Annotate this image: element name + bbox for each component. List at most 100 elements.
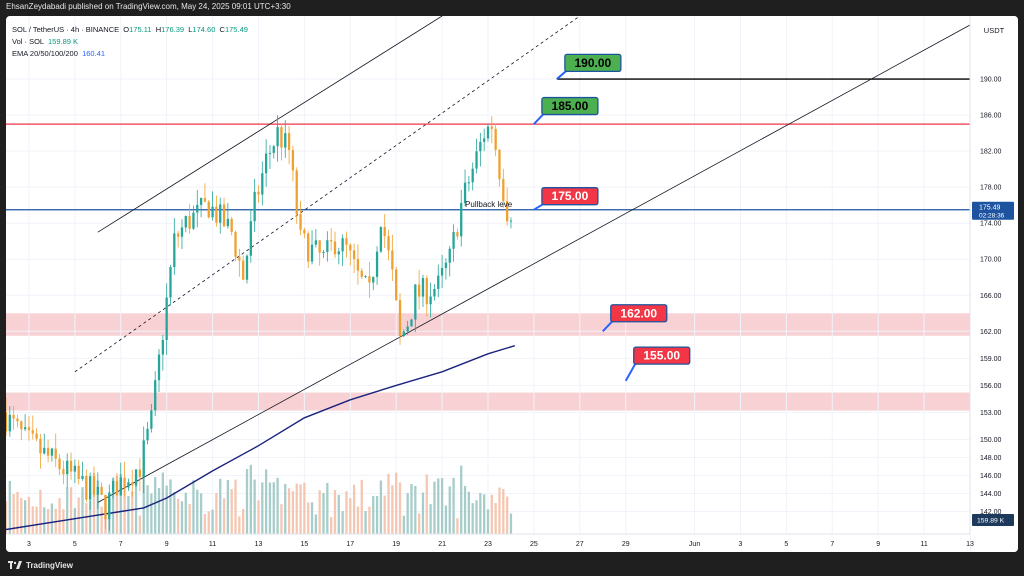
candle-body[interactable] (345, 238, 348, 245)
candle-body[interactable] (391, 250, 394, 270)
candle-body[interactable] (138, 469, 142, 478)
candle-body[interactable] (169, 267, 172, 298)
callout-box[interactable] (541, 96, 599, 116)
candle-body[interactable] (494, 128, 497, 150)
candle-body[interactable] (23, 427, 27, 430)
candle-body[interactable] (490, 126, 493, 129)
callout-box[interactable] (564, 53, 622, 72)
candle-body[interactable] (154, 380, 157, 411)
candle-body[interactable] (284, 133, 287, 148)
candle-body[interactable] (341, 238, 344, 252)
candle-body[interactable] (387, 236, 390, 251)
candle-body[interactable] (12, 414, 15, 419)
candle-body[interactable] (188, 215, 191, 229)
candle-body[interactable] (100, 486, 103, 495)
candle-body[interactable] (337, 251, 340, 255)
candle-body[interactable] (356, 258, 360, 271)
candle-body[interactable] (66, 460, 69, 475)
candle-body[interactable] (58, 458, 61, 470)
candle-body[interactable] (272, 146, 275, 153)
candle-body[interactable] (123, 477, 126, 488)
candle-body[interactable] (245, 255, 249, 280)
candle-body[interactable] (96, 486, 99, 495)
candle-body[interactable] (161, 339, 164, 355)
candle-body[interactable] (498, 149, 501, 180)
candle-body[interactable] (456, 232, 459, 237)
candle-body[interactable] (360, 270, 363, 277)
candle-body[interactable] (440, 268, 444, 276)
channel-line[interactable] (97, 24, 971, 503)
candle-body[interactable] (222, 204, 226, 227)
candle-body[interactable] (429, 296, 432, 305)
candle-body[interactable] (226, 218, 230, 227)
candle-body[interactable] (35, 433, 38, 439)
candle-body[interactable] (111, 480, 115, 493)
candle-body[interactable] (43, 447, 46, 454)
candle-body[interactable] (291, 150, 295, 171)
candle-body[interactable] (349, 244, 352, 251)
candle-body[interactable] (146, 428, 149, 441)
candle-body[interactable] (62, 469, 65, 475)
candle-body[interactable] (31, 430, 34, 434)
candle-body[interactable] (444, 262, 448, 269)
candle-body[interactable] (475, 151, 478, 169)
candle-body[interactable] (219, 204, 222, 223)
candle-body[interactable] (375, 251, 379, 277)
candle-body[interactable] (81, 475, 84, 479)
candle-body[interactable] (253, 191, 256, 222)
candle-body[interactable] (314, 240, 318, 245)
candle-body[interactable] (307, 233, 310, 262)
candle-body[interactable] (77, 465, 80, 479)
candle-body[interactable] (326, 240, 329, 252)
candle-body[interactable] (402, 331, 405, 337)
callout-box[interactable] (541, 187, 599, 206)
candle-body[interactable] (505, 201, 509, 222)
candle-body[interactable] (425, 278, 428, 305)
candle-body[interactable] (268, 152, 272, 154)
candle-body[interactable] (6, 412, 8, 432)
candle-body[interactable] (176, 233, 180, 237)
candle-body[interactable] (173, 233, 176, 268)
candle-body[interactable] (157, 354, 161, 381)
candle-body[interactable] (421, 278, 425, 297)
candle-body[interactable] (92, 476, 96, 495)
candle-body[interactable] (131, 482, 134, 486)
candle-body[interactable] (352, 250, 356, 259)
candle-body[interactable] (257, 191, 260, 195)
candle-body[interactable] (211, 206, 214, 218)
candle-body[interactable] (310, 244, 314, 262)
candle-body[interactable] (486, 126, 490, 139)
candle-body[interactable] (119, 477, 122, 496)
candle-body[interactable] (20, 421, 23, 430)
candle-body[interactable] (104, 494, 107, 520)
candle-body[interactable] (69, 460, 73, 472)
candle-body[interactable] (483, 138, 486, 142)
candle-body[interactable] (142, 440, 145, 478)
candle-body[interactable] (199, 197, 203, 205)
candle-body[interactable] (184, 215, 187, 228)
candle-body[interactable] (264, 153, 268, 174)
candle-body[interactable] (108, 492, 111, 520)
channel-line[interactable] (97, 16, 443, 233)
candle-body[interactable] (417, 284, 421, 297)
candle-body[interactable] (467, 182, 471, 184)
candle-body[interactable] (330, 240, 333, 242)
candle-body[interactable] (287, 133, 291, 151)
candle-body[interactable] (276, 127, 279, 147)
candle-body[interactable] (73, 465, 77, 472)
candle-body[interactable] (89, 476, 92, 500)
candle-body[interactable] (460, 202, 463, 237)
ema-label[interactable]: EMA 20/50/100/200 (12, 49, 78, 58)
candle-body[interactable] (379, 227, 383, 252)
candle-body[interactable] (134, 469, 138, 486)
candle-body[interactable] (406, 326, 409, 332)
candle-body[interactable] (39, 438, 42, 454)
candle-body[interactable] (242, 260, 245, 280)
candle-body[interactable] (196, 204, 199, 213)
candle-body[interactable] (127, 482, 130, 488)
candle-body[interactable] (207, 201, 210, 218)
callout-box[interactable] (610, 304, 668, 323)
candle-body[interactable] (203, 197, 207, 202)
candle-body[interactable] (85, 475, 88, 500)
price-axis[interactable] (970, 16, 1018, 552)
